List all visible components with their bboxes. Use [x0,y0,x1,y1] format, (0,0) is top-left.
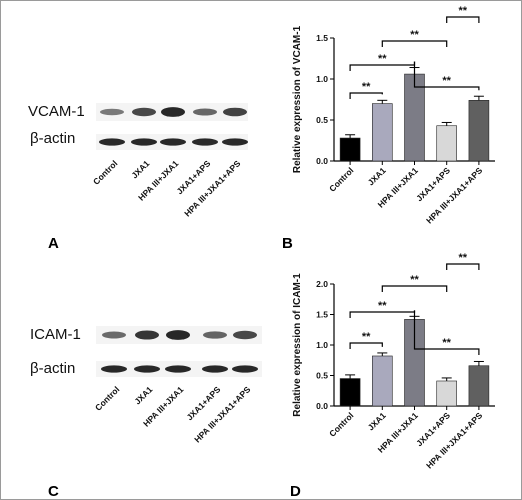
significance-bracket-3 [413,310,480,355]
x-tick-label-4: HPA III+JXA1+APS [424,410,484,470]
band-actin-1 [131,138,157,146]
band-target-1 [132,107,156,117]
bar-3 [436,125,457,162]
y-axis-label: Relative expression of ICAM-1 [292,273,303,417]
bar-4 [468,100,490,162]
band-actin-4 [232,365,258,373]
band-target-2 [166,330,190,340]
significance-bracket-0 [349,342,383,349]
significance-label-0: ** [362,81,371,93]
significance-bracket-2 [381,285,448,292]
bar-1 [372,103,393,162]
lane-label-4: HPA III+JXA1+APS [182,158,242,218]
y-tick-label: 0.0 [316,401,328,411]
bar-1 [372,355,393,407]
panel-letter-d: D [290,483,301,500]
blot-a-bands [96,103,248,150]
bar-0 [339,137,361,162]
significance-label-0: ** [362,331,371,343]
y-tick-label: 2.0 [316,279,328,289]
band-target-4 [233,330,257,340]
band-target-0 [100,108,124,116]
x-tick-label-0: Control [327,410,355,438]
y-tick-label: 1.5 [316,310,328,320]
significance-bracket-4 [446,16,480,23]
bar-3 [436,380,457,407]
x-tick-label-1: JXA1 [366,410,388,432]
significance-label-1: ** [378,53,387,65]
significance-label-1: ** [378,300,387,312]
significance-bracket-2 [381,40,448,47]
band-target-3 [193,108,217,116]
band-actin-3 [202,365,228,373]
y-tick-label: 0.0 [316,156,328,166]
y-tick-label: 1.0 [316,74,328,84]
y-tick-label: 1.0 [316,340,328,350]
bar-0 [339,378,361,407]
panel-letter-b: B [282,235,293,252]
band-actin-0 [101,365,127,373]
significance-label-2: ** [410,274,419,286]
chart-vcam1: 0.0 0.5 1.0 1.5 Relative expression of VCAM-… [292,5,495,226]
beta-actin-label-c: β-actin [30,360,75,377]
lane-label-1: JXA1 [132,384,154,406]
significance-bracket-4 [446,263,480,270]
significance-bracket-3 [413,61,480,91]
x-tick-label-0: Control [327,165,355,193]
significance-label-4: ** [459,252,468,264]
icam1-band-label: ICAM-1 [30,326,81,343]
y-axis-label: Relative expression of VCAM-1 [292,25,303,173]
band-target-1 [135,330,159,340]
band-actin-2 [160,138,186,146]
y-tick-label: 0.5 [316,115,328,125]
significance-bracket-0 [349,92,383,99]
lane-label-0: Control [91,158,119,186]
y-tick-label: 0.5 [316,371,328,381]
band-actin-3 [192,138,218,146]
band-actin-4 [222,138,248,146]
lane-label-1: JXA1 [129,158,151,180]
vcam1-band-label: VCAM-1 [28,103,85,120]
blot-c-bands [96,326,262,377]
x-tick-label-1: JXA1 [366,165,388,187]
band-actin-2 [165,365,191,373]
lane-label-0: Control [93,384,121,412]
chart-icam1: 0.0 0.5 1.0 1.5 2.0 Relative expression of IC… [292,252,495,471]
panel-letter-c: C [48,483,59,500]
x-tick-label-4: HPA III+JXA1+APS [424,165,484,225]
band-actin-0 [99,138,125,146]
bar-4 [468,365,490,407]
band-target-2 [161,107,185,117]
band-target-0 [102,331,126,339]
panel-letter-a: A [48,235,59,252]
significance-label-3: ** [442,75,451,87]
beta-actin-label-a: β-actin [30,130,75,147]
lane-label-4: HPA III+JXA1+APS [192,384,252,444]
significance-label-3: ** [442,337,451,349]
band-actin-1 [134,365,160,373]
significance-label-4: ** [459,5,468,17]
y-tick-label: 1.5 [316,33,328,43]
significance-label-2: ** [410,29,419,41]
band-target-3 [203,331,227,339]
band-target-4 [223,107,247,117]
